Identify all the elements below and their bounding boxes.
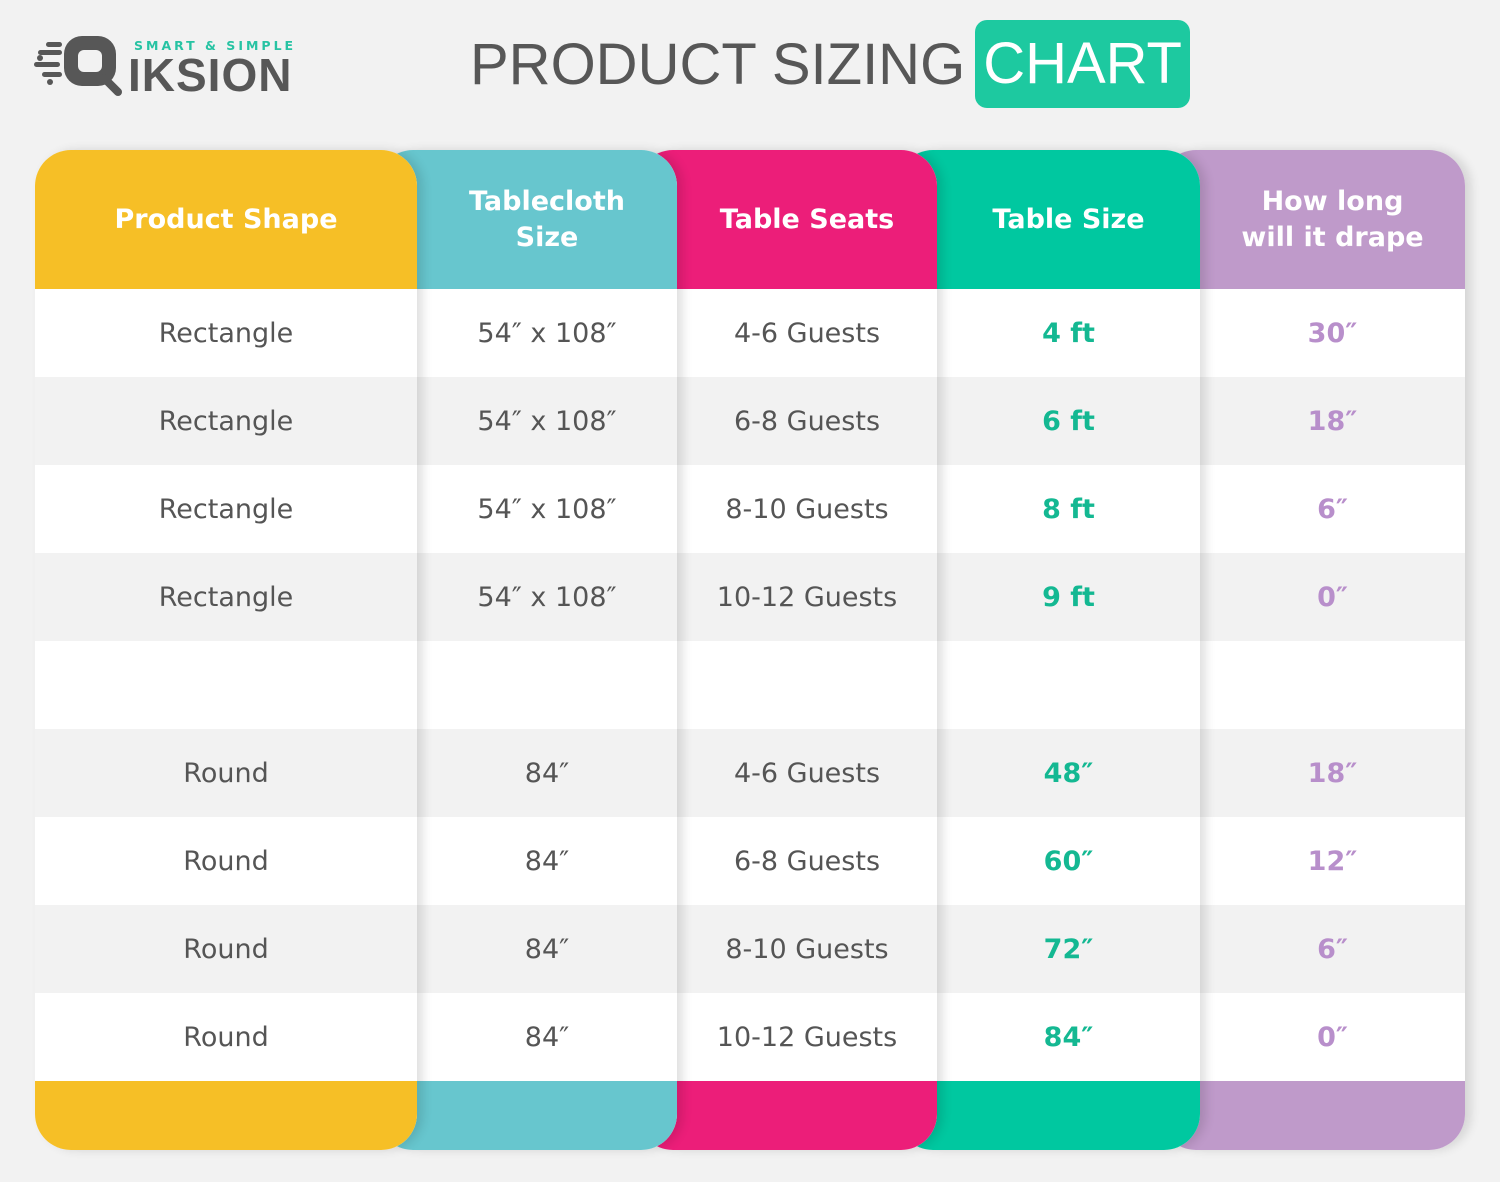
header-tablecloth-size: Tablecloth Size bbox=[469, 185, 625, 253]
cell-product-shape: Rectangle bbox=[35, 553, 417, 641]
header-drape-length: How long will it drape bbox=[1241, 185, 1424, 253]
cell-drape-length: 18″ bbox=[1200, 377, 1465, 465]
cell-drape-length: 0″ bbox=[1200, 993, 1465, 1081]
cell-product-shape: Round bbox=[35, 817, 417, 905]
cell-drape-length bbox=[1200, 641, 1465, 729]
cell-drape-length: 6″ bbox=[1200, 905, 1465, 993]
cell-product-shape: Rectangle bbox=[35, 465, 417, 553]
cell-table-seats: 10-12 Guests bbox=[677, 553, 937, 641]
cell-table-seats: 4-6 Guests bbox=[677, 729, 937, 817]
footer-band bbox=[677, 1081, 937, 1150]
cell-tablecloth-size: 84″ bbox=[417, 993, 677, 1081]
title-highlight: CHART bbox=[975, 20, 1190, 108]
cell-table-seats: 6-8 Guests bbox=[677, 377, 937, 465]
cell-table-size: 84″ bbox=[937, 993, 1200, 1081]
cell-drape-length: 12″ bbox=[1200, 817, 1465, 905]
column-product-shape: Product Shape Rectangle Rectangle Rectangle… bbox=[35, 150, 417, 1150]
brand-logo: SMART & SIMPLE IKSION bbox=[34, 28, 314, 101]
cell-tablecloth-size: 84″ bbox=[417, 905, 677, 993]
cell-table-size: 8 ft bbox=[937, 465, 1200, 553]
cell-table-size: 6 ft bbox=[937, 377, 1200, 465]
cell-drape-length: 18″ bbox=[1200, 729, 1465, 817]
cell-drape-length: 30″ bbox=[1200, 289, 1465, 377]
cell-product-shape: Round bbox=[35, 905, 417, 993]
cell-table-size: 60″ bbox=[937, 817, 1200, 905]
cell-tablecloth-size: 84″ bbox=[417, 729, 677, 817]
cell-drape-length: 6″ bbox=[1200, 465, 1465, 553]
cell-product-shape: Rectangle bbox=[35, 377, 417, 465]
logo-tagline: SMART & SIMPLE bbox=[134, 38, 297, 53]
footer-band bbox=[937, 1081, 1200, 1150]
cell-table-seats: 8-10 Guests bbox=[677, 465, 937, 553]
cell-table-seats: 8-10 Guests bbox=[677, 905, 937, 993]
cell-table-size: 9 ft bbox=[937, 553, 1200, 641]
title-main: PRODUCT SIZING bbox=[470, 31, 966, 97]
cell-product-shape: Rectangle bbox=[35, 289, 417, 377]
cell-table-seats: 4-6 Guests bbox=[677, 289, 937, 377]
header-table-seats: Table Seats bbox=[719, 203, 895, 235]
cell-tablecloth-size: 84″ bbox=[417, 817, 677, 905]
column-table-size: Table Size 4 ft 6 ft 8 ft 9 ft 48″ 60″ 72″ 84″ bbox=[897, 150, 1200, 1150]
footer-band bbox=[1200, 1081, 1465, 1150]
page-title: PRODUCT SIZING CHART bbox=[470, 20, 1190, 108]
cell-product-shape: Round bbox=[35, 729, 417, 817]
cell-product-shape bbox=[35, 641, 417, 729]
cell-tablecloth-size: 54″ x 108″ bbox=[417, 289, 677, 377]
header-table-size: Table Size bbox=[992, 203, 1145, 235]
cell-table-size: 4 ft bbox=[937, 289, 1200, 377]
cell-table-seats: 10-12 Guests bbox=[677, 993, 937, 1081]
column-tablecloth-size: Tablecloth Size 54″ x 108″ 54″ x 108″ 54″ x… bbox=[377, 150, 677, 1150]
footer-band bbox=[417, 1081, 677, 1150]
column-drape-length: How long will it drape 30″ 18″ 6″ 0″ 18″ 12″ 6″… bbox=[1160, 150, 1465, 1150]
cell-product-shape: Round bbox=[35, 993, 417, 1081]
cell-table-size: 48″ bbox=[937, 729, 1200, 817]
cell-table-size: 72″ bbox=[937, 905, 1200, 993]
logo-name: IKSION bbox=[128, 49, 293, 101]
cell-table-size bbox=[937, 641, 1200, 729]
cell-tablecloth-size bbox=[417, 641, 677, 729]
magnifier-logo-icon bbox=[34, 36, 122, 96]
cell-table-seats bbox=[677, 641, 937, 729]
cell-tablecloth-size: 54″ x 108″ bbox=[417, 377, 677, 465]
cell-drape-length: 0″ bbox=[1200, 553, 1465, 641]
column-table-seats: Table Seats 4-6 Guests 6-8 Guests 8-10 Gues… bbox=[637, 150, 937, 1150]
cell-tablecloth-size: 54″ x 108″ bbox=[417, 465, 677, 553]
footer-band bbox=[35, 1081, 417, 1150]
cell-tablecloth-size: 54″ x 108″ bbox=[417, 553, 677, 641]
cell-table-seats: 6-8 Guests bbox=[677, 817, 937, 905]
header-product-shape: Product Shape bbox=[114, 203, 338, 235]
